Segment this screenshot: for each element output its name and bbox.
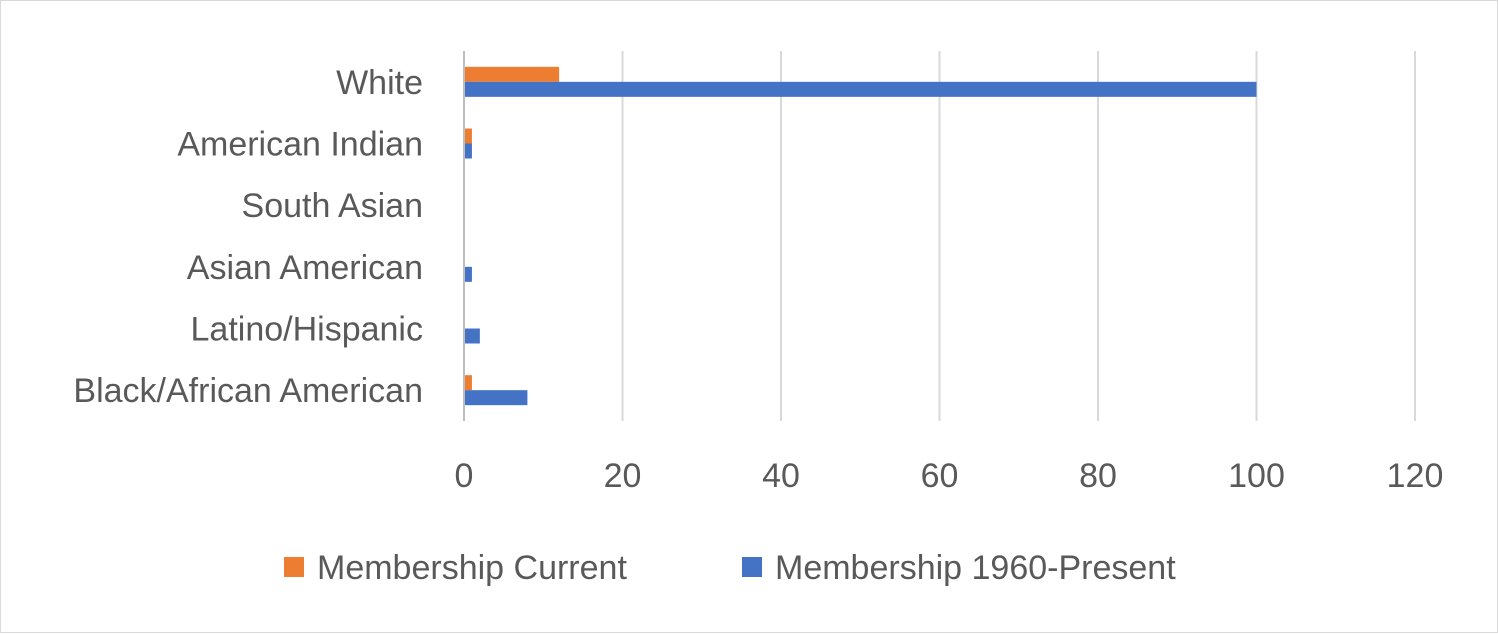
bar-membership-1960-present bbox=[464, 266, 472, 282]
legend-swatch bbox=[284, 557, 304, 577]
bar-membership-1960-present bbox=[464, 81, 1257, 97]
x-tick-label: 120 bbox=[1387, 457, 1444, 495]
x-tick-label: 60 bbox=[921, 457, 959, 495]
bars bbox=[464, 66, 1257, 406]
category-label: Black/African American bbox=[73, 372, 423, 410]
category-label: Latino/Hispanic bbox=[191, 311, 423, 349]
x-tick-label: 80 bbox=[1079, 457, 1117, 495]
category-label: Asian American bbox=[187, 249, 423, 287]
x-tick-label: 20 bbox=[604, 457, 642, 495]
x-tick-label: 0 bbox=[455, 457, 474, 495]
bar-membership-1960-present bbox=[464, 143, 472, 159]
bar-membership-1960-present bbox=[464, 390, 528, 406]
bar-membership-current bbox=[464, 128, 472, 144]
bar-membership-current bbox=[464, 375, 472, 391]
bar-membership-current bbox=[464, 66, 560, 82]
legend-swatch bbox=[742, 557, 762, 577]
labels: 0 20 40 60 80 100 120 Black/African American Lat… bbox=[73, 64, 1443, 495]
legend-label: Membership Current bbox=[317, 549, 627, 587]
category-label: American Indian bbox=[177, 126, 423, 164]
gridlines bbox=[621, 51, 1416, 421]
x-tick-label: 40 bbox=[762, 457, 800, 495]
legend: Membership Current Membership 1960-Presen… bbox=[284, 549, 1176, 587]
x-tick-label: 100 bbox=[1228, 457, 1285, 495]
category-label: White bbox=[336, 64, 423, 102]
category-label: South Asian bbox=[242, 187, 423, 225]
legend-label: Membership 1960-Present bbox=[775, 549, 1176, 587]
bar-membership-1960-present bbox=[464, 328, 480, 344]
